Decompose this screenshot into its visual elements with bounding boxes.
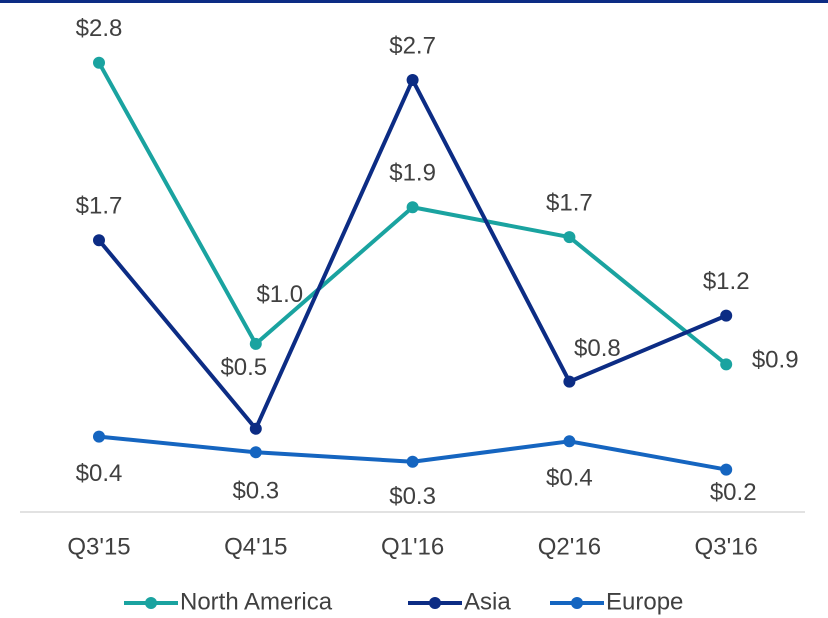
legend-marker bbox=[571, 597, 583, 609]
marker bbox=[406, 73, 419, 86]
legend-marker bbox=[429, 597, 441, 609]
x-tick-label: Q2'16 bbox=[538, 533, 601, 560]
marker bbox=[249, 446, 262, 459]
legend-label: Europe bbox=[606, 588, 683, 615]
top-border bbox=[0, 0, 828, 3]
marker bbox=[563, 375, 576, 388]
data-label: $0.9 bbox=[752, 347, 799, 374]
legend-marker bbox=[145, 597, 157, 609]
line bbox=[97, 77, 727, 431]
marker bbox=[563, 435, 576, 448]
marker bbox=[249, 422, 262, 435]
line bbox=[97, 61, 728, 366]
data-label: $1.2 bbox=[703, 268, 750, 295]
data-label: $2.7 bbox=[389, 32, 436, 59]
marker bbox=[93, 56, 105, 69]
legend-label: North America bbox=[180, 588, 333, 615]
data-label: $0.5 bbox=[220, 354, 267, 381]
marker bbox=[93, 234, 105, 247]
marker bbox=[93, 430, 105, 443]
marker bbox=[406, 455, 419, 468]
data-label: $1.7 bbox=[76, 193, 123, 220]
marker bbox=[720, 358, 733, 371]
x-tick-label: Q1'16 bbox=[381, 533, 444, 560]
legend-label: Asia bbox=[464, 588, 511, 615]
x-tick-label: Q3'16 bbox=[695, 533, 758, 560]
data-label: $1.0 bbox=[256, 281, 303, 308]
data-label: $0.4 bbox=[546, 465, 593, 492]
marker bbox=[563, 231, 576, 244]
data-label: $0.8 bbox=[574, 335, 621, 362]
data-label: $0.4 bbox=[76, 460, 123, 487]
marker bbox=[720, 463, 733, 476]
data-label: $2.8 bbox=[76, 15, 123, 42]
marker bbox=[720, 309, 733, 322]
marker bbox=[406, 201, 419, 214]
x-tick-label: Q4'15 bbox=[224, 533, 287, 560]
data-label: $0.3 bbox=[232, 478, 279, 505]
marker bbox=[249, 337, 262, 350]
data-label: $0.3 bbox=[389, 483, 436, 510]
data-label: $1.7 bbox=[546, 189, 593, 216]
data-label: $1.9 bbox=[389, 160, 436, 187]
x-tick-label: Q3'15 bbox=[67, 533, 130, 560]
data-label: $0.2 bbox=[710, 479, 757, 506]
